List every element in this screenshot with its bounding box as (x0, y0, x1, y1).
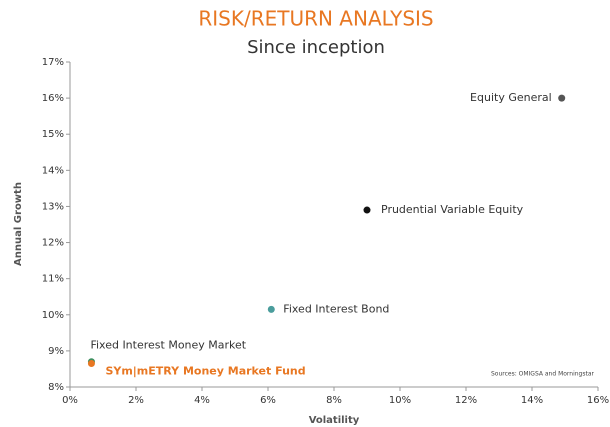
y-tick-label: 10% (42, 310, 64, 321)
point-label: Fixed Interest Money Market (90, 339, 246, 352)
x-axis-label: Volatility (309, 415, 360, 426)
point (558, 94, 566, 102)
point-label: SYm|mETRY Money Market Fund (105, 365, 305, 378)
x-tick-label: 10% (389, 395, 411, 406)
x-tick-label: 6% (260, 395, 276, 406)
y-tick-label: 8% (48, 382, 64, 393)
y-tick-label: 15% (42, 129, 64, 140)
point (87, 360, 95, 368)
point-label: Equity General (470, 91, 552, 104)
y-tick-label: 17% (42, 57, 64, 68)
y-tick-label: 9% (48, 346, 64, 357)
x-tick-label: 8% (326, 395, 342, 406)
chart-subtitle: Since inception (247, 37, 385, 58)
x-tick-label: 2% (128, 395, 144, 406)
point (363, 206, 371, 214)
x-tick-label: 14% (521, 395, 543, 406)
y-tick-label: 13% (42, 201, 64, 212)
y-tick-label: 11% (42, 274, 64, 285)
x-tick-label: 4% (194, 395, 210, 406)
x-tick-label: 12% (455, 395, 477, 406)
y-tick-label: 14% (42, 165, 64, 176)
point (267, 305, 275, 313)
source-note: Sources: OMIGSA and Morningstar (491, 371, 595, 378)
point-label: Prudential Variable Equity (381, 203, 524, 216)
y-tick-label: 12% (42, 238, 64, 249)
x-tick-label: 0% (62, 395, 78, 406)
y-tick-label: 16% (42, 93, 64, 104)
y-axis-label: Annual Growth (13, 182, 24, 266)
point-label: Fixed Interest Bond (283, 302, 389, 315)
x-tick-label: 16% (587, 395, 609, 406)
chart-title: RISK/RETURN ANALYSIS (198, 7, 433, 31)
